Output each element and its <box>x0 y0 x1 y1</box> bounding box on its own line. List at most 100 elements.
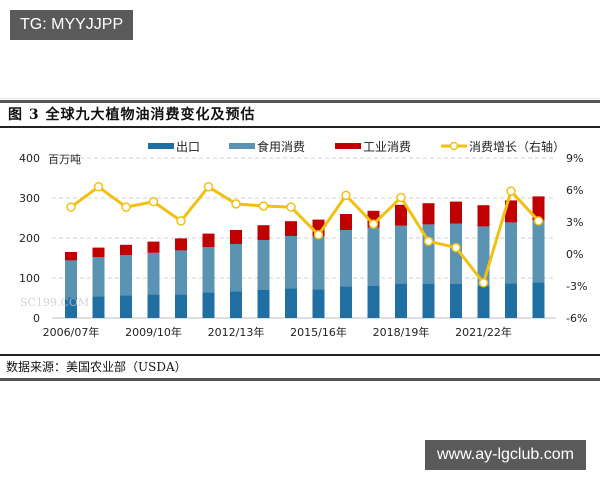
growth-point <box>423 236 434 246</box>
y-axis-tick-label: 0 <box>33 312 40 325</box>
legend-swatch <box>335 143 361 149</box>
growth-point <box>313 230 324 240</box>
y2-axis-tick-label: 0% <box>566 248 583 261</box>
divider <box>0 354 600 356</box>
bar-segment <box>175 250 187 295</box>
y2-axis-tick-label: 3% <box>566 216 583 229</box>
bar-segment <box>257 240 270 290</box>
growth-point <box>93 182 104 192</box>
bar-segment <box>285 288 297 318</box>
bar-segment <box>147 294 160 318</box>
bar-segment <box>422 283 435 318</box>
bar-segment <box>230 291 242 318</box>
bar-segment <box>92 247 105 258</box>
bar-segment <box>92 257 105 297</box>
bar-segment <box>340 214 352 230</box>
x-axis-tick-label: 2021/22年 <box>455 325 512 339</box>
bar-segment <box>532 196 545 220</box>
bar-segment <box>532 220 545 283</box>
x-axis-tick-label: 2012/13年 <box>208 325 265 339</box>
growth-point <box>231 199 241 209</box>
x-axis-tick-label: 2009/10年 <box>125 325 182 339</box>
bar-segment <box>340 286 352 318</box>
x-axis-tick-label: 2006/07年 <box>43 325 100 339</box>
bar-segment <box>202 292 215 318</box>
bar-segment <box>367 286 380 318</box>
divider <box>0 126 600 128</box>
bar-segment <box>285 221 297 236</box>
divider <box>0 100 600 103</box>
bar-segment <box>92 296 105 318</box>
y2-axis-tick-label: 9% <box>566 152 583 165</box>
legend-swatch <box>148 143 174 149</box>
y-axis-tick-label: 300 <box>19 192 40 205</box>
y-axis-unit-label: 百万吨 <box>48 153 81 166</box>
growth-point <box>258 201 269 211</box>
vegetable-oil-consumption-chart: 0 100 200 300 400 百万吨 -6% -3% 0% 3% 6% 9% 2006/07年 20… <box>19 139 587 339</box>
data-source-note: 数据来源：美国农业部（USDA） <box>6 360 187 374</box>
bar-segment <box>505 222 517 284</box>
bar-segment <box>340 230 352 287</box>
growth-point <box>148 196 159 207</box>
watermark-logo: SC199.COM <box>20 296 90 309</box>
growth-point <box>396 192 406 203</box>
y-axis-tick-label: 400 <box>19 152 40 165</box>
bar-segment <box>120 295 132 318</box>
bar-segment <box>312 236 325 290</box>
growth-line <box>70 185 540 285</box>
legend-marker <box>449 141 459 151</box>
growth-point <box>203 182 214 192</box>
bar-segment <box>450 201 462 224</box>
bar-segment <box>450 223 462 284</box>
bottom-watermark-tag: www.ay-lgclub.com <box>425 440 586 470</box>
legend-label: 消费增长（右轴） <box>469 139 565 154</box>
bar-segment <box>175 294 187 318</box>
growth-point <box>121 202 131 212</box>
bar-segment <box>175 238 187 251</box>
bar-segment <box>422 203 435 225</box>
bar-segment <box>202 233 215 248</box>
divider <box>0 98 600 99</box>
bar-segment <box>367 227 380 286</box>
bar-segment <box>120 255 132 296</box>
x-axis-tick-label: 2015/16年 <box>290 325 347 339</box>
bar-segment <box>230 230 242 244</box>
legend-label: 工业消费 <box>363 140 411 154</box>
legend-label: 食用消费 <box>257 139 305 154</box>
bar-segment <box>477 205 490 227</box>
growth-point <box>451 242 461 253</box>
bar-segment <box>257 290 270 318</box>
bar-segment <box>395 204 407 226</box>
top-watermark-tag: TG: MYYJJPP <box>10 10 134 40</box>
growth-point <box>176 216 186 226</box>
bar-segment <box>65 252 77 261</box>
bar-segment <box>532 282 545 318</box>
y2-axis-tick-label: -3% <box>566 280 587 293</box>
bar-segment <box>450 284 462 318</box>
bar-segment <box>257 225 270 240</box>
growth-point <box>286 202 296 212</box>
growth-point <box>368 219 379 229</box>
bar-segment <box>395 225 407 284</box>
bar-segment <box>477 286 490 318</box>
bar-segment <box>285 236 297 289</box>
growth-point <box>341 190 351 201</box>
y2-axis-tick-label: 6% <box>566 184 583 197</box>
growth-point <box>506 186 516 196</box>
growth-point <box>478 278 489 288</box>
legend-swatch <box>229 143 255 149</box>
bar-segment <box>147 241 160 253</box>
bar-segment <box>120 244 132 256</box>
bar-segment <box>65 297 77 318</box>
bar-segment <box>312 289 325 318</box>
figure-title: 图 3 全球九大植物油消费变化及预估 <box>8 107 256 123</box>
y2-axis-tick-label: -6% <box>566 312 587 325</box>
legend-label: 出口 <box>176 140 200 154</box>
growth-point <box>66 202 76 212</box>
growth-point <box>533 216 544 226</box>
x-axis-tick-label: 2018/19年 <box>373 325 430 339</box>
bar-segment <box>230 244 242 292</box>
bar-segment <box>505 283 517 318</box>
bar-segment <box>202 247 215 293</box>
bar-segment <box>147 252 160 295</box>
